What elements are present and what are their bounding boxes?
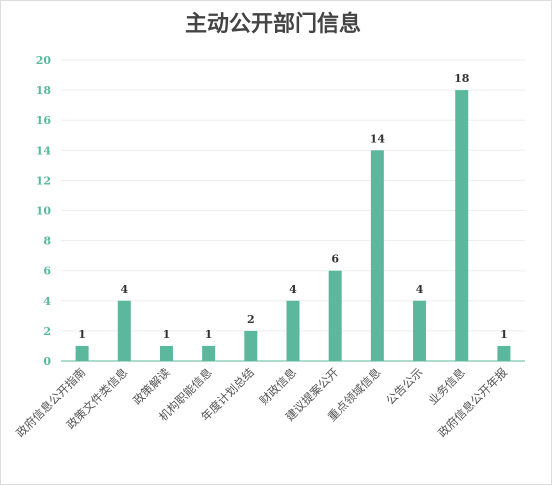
- y-tick-label: 2: [43, 325, 51, 338]
- data-label: 6: [331, 253, 339, 266]
- bar: [286, 300, 300, 361]
- data-label: 4: [289, 283, 297, 296]
- bar: [497, 345, 511, 361]
- y-axis-ticks: 0 2 4 6 8 10 12 14 16 18 20: [36, 54, 52, 368]
- bar: [328, 270, 342, 361]
- data-label: 4: [416, 283, 424, 296]
- x-tick-label: 公告公示: [383, 365, 425, 407]
- data-label: 1: [163, 328, 171, 341]
- data-label: 1: [78, 328, 86, 341]
- data-label: 1: [500, 328, 508, 341]
- bar: [413, 300, 427, 361]
- y-tick-label: 4: [43, 295, 51, 308]
- gridlines: [61, 59, 525, 332]
- y-tick-label: 20: [36, 54, 52, 67]
- chart-title: 主动公开部门信息: [185, 11, 361, 37]
- bar: [455, 90, 469, 361]
- y-tick-label: 6: [43, 265, 51, 278]
- bar: [370, 150, 384, 361]
- data-label: 2: [247, 313, 255, 326]
- data-label: 18: [454, 72, 470, 85]
- y-tick-label: 10: [36, 205, 52, 218]
- x-tick-label: 政策解读: [130, 365, 173, 408]
- data-label: 1: [205, 328, 213, 341]
- data-label: 4: [120, 283, 128, 296]
- bar: [244, 330, 258, 361]
- bar: [75, 345, 89, 361]
- x-tick-label: 业务信息: [425, 365, 467, 407]
- bars: [75, 90, 511, 361]
- bar: [117, 300, 131, 361]
- bar: [159, 345, 173, 361]
- y-tick-label: 12: [36, 174, 51, 187]
- y-tick-label: 16: [36, 114, 52, 127]
- x-tick-label: 财政信息: [257, 365, 299, 407]
- x-tick-label: 政府信息公开指南: [13, 365, 88, 440]
- y-tick-label: 14: [36, 144, 52, 157]
- y-tick-label: 0: [43, 355, 51, 368]
- data-label: 14: [370, 132, 386, 145]
- y-tick-label: 8: [43, 235, 51, 248]
- y-tick-label: 18: [36, 84, 52, 97]
- bar: [202, 345, 216, 361]
